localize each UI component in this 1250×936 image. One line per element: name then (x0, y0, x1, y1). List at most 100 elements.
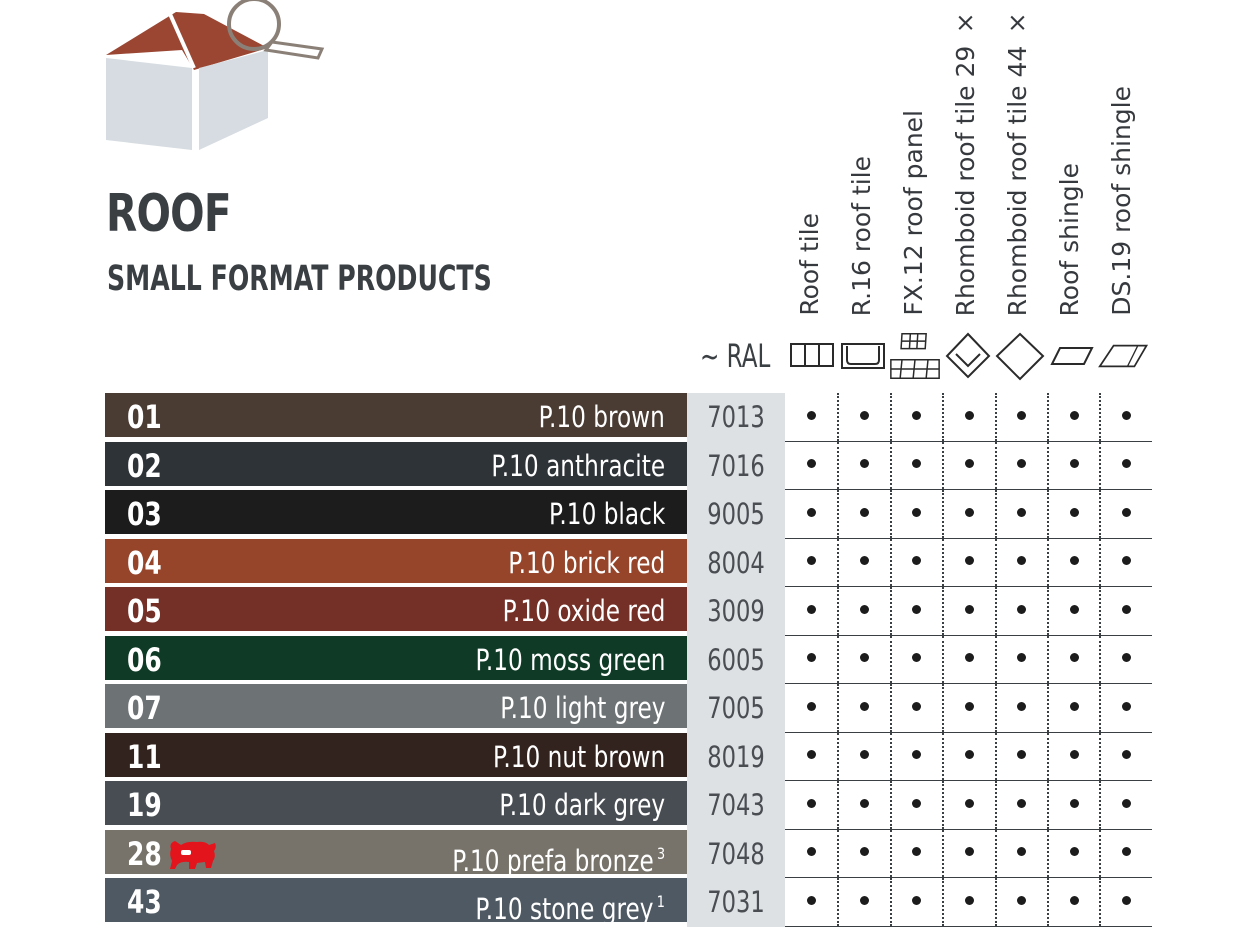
availability-cells (785, 490, 1152, 539)
available-dot-icon (912, 653, 922, 663)
ral-value: 8019 (707, 739, 765, 774)
color-swatch-cell: 43 P.10 stone grey 1 (105, 878, 687, 926)
availability-cell (837, 587, 889, 635)
available-dot-icon (860, 410, 870, 420)
availability-cell (942, 587, 994, 635)
availability-cell (994, 732, 1047, 780)
availability-cell (1099, 441, 1151, 489)
color-name: P.10 stone grey 1 (476, 883, 665, 928)
availability-cell (785, 587, 837, 635)
column-header-fx12-roof-panel: FX.12 roof panel (891, 0, 943, 330)
color-name: P.10 dark grey (499, 786, 665, 824)
table-row: 07 P.10 light grey 7005 (105, 684, 1152, 733)
table-row: 28 P.10 prefa bronze 3 7048 (105, 829, 1152, 878)
available-dot-icon (1017, 556, 1027, 566)
availability-cell (837, 490, 889, 538)
color-swatch-cell: 02 P.10 anthracite (105, 441, 687, 488)
table-row: 43 P.10 stone grey 1 7031 (105, 878, 1152, 927)
available-dot-icon (806, 895, 816, 905)
availability-cell (889, 538, 942, 586)
available-dot-icon (912, 556, 922, 566)
ral-value: 7031 (707, 885, 765, 919)
available-dot-icon (1069, 410, 1079, 420)
ral-cell: 8004 (687, 538, 785, 587)
availability-cells (785, 635, 1152, 684)
available-dot-icon (1069, 459, 1079, 469)
color-name-text: P.10 prefa bronze (452, 843, 654, 878)
available-dot-icon (1069, 556, 1079, 566)
available-dot-icon (1122, 653, 1132, 663)
available-dot-icon (964, 507, 974, 517)
ral-value: 3009 (707, 594, 765, 628)
availability-cell (889, 490, 942, 538)
column-header-roof-shingle: Roof shingle (1047, 0, 1099, 330)
availability-cell (942, 490, 994, 538)
available-dot-icon (1069, 750, 1079, 760)
availability-cells (785, 878, 1152, 927)
available-dot-icon (860, 798, 870, 808)
availability-cell (837, 732, 889, 780)
availability-cell (1099, 732, 1151, 780)
available-dot-icon (912, 847, 922, 857)
availability-cell (889, 635, 942, 683)
available-dot-icon (1017, 604, 1027, 614)
rhomboid-44-icon (995, 332, 1045, 381)
ral-cell: 7043 (687, 781, 785, 830)
column-label: DS.19 roof shingle (1107, 86, 1136, 316)
column-label: Roof shingle (1055, 162, 1084, 316)
availability-cell (994, 587, 1047, 635)
available-dot-icon (806, 410, 816, 420)
color-name: P.10 anthracite (491, 447, 665, 485)
ral-value: 8004 (707, 545, 765, 580)
color-name: P.10 black (549, 495, 665, 533)
availability-cell (1099, 684, 1151, 732)
availability-cell (785, 781, 837, 829)
available-dot-icon (912, 750, 922, 760)
available-dot-icon (806, 459, 816, 469)
availability-cell (837, 781, 889, 829)
available-dot-icon (1122, 895, 1132, 905)
color-name-text: P.10 moss green (475, 642, 665, 677)
available-dot-icon (1122, 556, 1132, 566)
column-header-rhomboid-44: Rhomboid roof tile 44 × 44 (995, 0, 1047, 330)
availability-cell (837, 441, 889, 489)
availability-cell (837, 829, 889, 877)
available-dot-icon (964, 459, 974, 469)
color-code: 05 (127, 592, 162, 630)
ds19-roof-shingle-icon (1098, 344, 1149, 368)
color-name: P.10 oxide red (502, 592, 665, 630)
availability-cell (785, 878, 837, 926)
available-dot-icon (1069, 847, 1079, 857)
ral-cell: 7005 (687, 684, 785, 733)
available-dot-icon (806, 750, 816, 760)
availability-cell (1099, 587, 1151, 635)
column-label: R.16 roof tile (847, 155, 876, 316)
column-label: FX.12 roof panel (899, 110, 928, 316)
availability-cell (1046, 587, 1099, 635)
color-name: P.10 brick red (508, 544, 665, 582)
available-dot-icon (1122, 507, 1132, 517)
color-swatch-cell: 05 P.10 oxide red (105, 587, 687, 633)
availability-cell (942, 441, 994, 489)
color-code: 03 (127, 495, 162, 533)
available-dot-icon (860, 750, 870, 760)
available-dot-icon (860, 604, 870, 614)
availability-cells (785, 538, 1152, 587)
availability-cell (1046, 781, 1099, 829)
column-header-rhomboid-29: Rhomboid roof tile 29 × 29 (943, 0, 995, 330)
color-code: 43 (127, 883, 162, 921)
availability-cell (1046, 732, 1099, 780)
ral-cell: 3009 (687, 587, 785, 636)
availability-cell (1099, 781, 1151, 829)
available-dot-icon (1122, 798, 1132, 808)
availability-cell (785, 636, 837, 684)
availability-cell (994, 635, 1047, 683)
available-dot-icon (1069, 895, 1079, 905)
color-code: 04 (127, 543, 162, 582)
available-dot-icon (1017, 750, 1027, 760)
table-row: 05 P.10 oxide red 3009 (105, 587, 1152, 636)
available-dot-icon (912, 798, 922, 808)
availability-cell (1099, 635, 1151, 683)
availability-cell (785, 442, 837, 490)
ral-value: 6005 (707, 642, 765, 677)
